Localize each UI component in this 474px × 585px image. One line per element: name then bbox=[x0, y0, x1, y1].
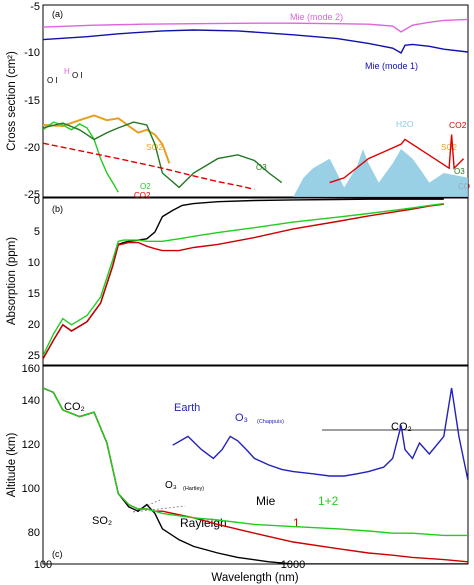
b-ytick-label: 5 bbox=[34, 226, 40, 238]
label-co2-bottom: CO2 bbox=[134, 191, 151, 200]
c-ytick-label: 120 bbox=[22, 439, 40, 451]
label-1: 1 bbox=[293, 516, 300, 530]
panel-c-frame bbox=[42, 365, 469, 565]
a-ytick-label: -20 bbox=[24, 142, 40, 154]
so2-pointer bbox=[132, 499, 161, 513]
series-line-earth bbox=[172, 387, 468, 481]
label-o2: O2 bbox=[140, 182, 151, 191]
b-ytick-label: 15 bbox=[28, 288, 40, 300]
series-line-rayleigh bbox=[43, 198, 444, 360]
label-o-i: O I bbox=[72, 71, 83, 80]
series-line-co2 bbox=[329, 134, 465, 184]
panel-a-frame bbox=[42, 4, 469, 198]
label-co2: CO₂ bbox=[64, 401, 85, 413]
a-ytick-label: -25 bbox=[24, 189, 40, 201]
xtick-label: 100 bbox=[34, 559, 52, 571]
label-o3-chappuis-sub: (Chappuis) bbox=[257, 419, 284, 425]
c-ytick-label: 80 bbox=[28, 527, 40, 539]
label-h: H bbox=[64, 67, 70, 76]
series-area-h2o bbox=[293, 149, 468, 197]
panel-b-frame bbox=[42, 197, 469, 366]
b-ytick-label: 10 bbox=[28, 257, 40, 269]
label-h2o: H2O bbox=[396, 119, 414, 129]
panel-b-ylabel: Absorption (ppm) bbox=[6, 237, 18, 325]
series-line-o3 bbox=[43, 121, 283, 189]
x-axis-title: Wavelength (nm) bbox=[211, 572, 298, 584]
series-line-mie-mode-1- bbox=[43, 29, 468, 54]
series-line-1-2 bbox=[43, 387, 468, 537]
label-mie-mode-2: Mie (mode 2) bbox=[290, 12, 343, 22]
panel-c-series bbox=[43, 387, 468, 564]
panel-a-ylabel: Cross section (cm²) bbox=[6, 51, 18, 151]
label-earth: Earth bbox=[174, 402, 200, 414]
series-line-1 bbox=[43, 203, 444, 360]
label-o3-right: O3 bbox=[454, 167, 465, 176]
so2-pointer bbox=[132, 505, 186, 513]
c-ytick-label: 100 bbox=[22, 483, 40, 495]
xtick-label: 1000 bbox=[281, 559, 305, 571]
a-ytick-label: -10 bbox=[24, 47, 40, 59]
c-ytick-label: 160 bbox=[22, 363, 40, 375]
panel-a-label: (a) bbox=[52, 9, 63, 19]
label-co2-right: CO2 bbox=[449, 120, 467, 130]
label-o3-hartley-sub: (Hartley) bbox=[183, 486, 204, 492]
c-ytick-label: 140 bbox=[22, 395, 40, 407]
b-ytick-label: 0 bbox=[34, 195, 40, 207]
series-line-rayleigh bbox=[43, 387, 468, 564]
panel-a-series bbox=[43, 18, 468, 197]
panel-c-ylabel: Altitude (km) bbox=[6, 433, 18, 498]
label-so2: SO2 bbox=[146, 142, 163, 152]
label-o3-hartley: O₃ bbox=[165, 480, 177, 491]
label-o-i-left: O I bbox=[47, 76, 58, 85]
series-line-rayleigh bbox=[43, 142, 255, 190]
label-mie-mode-1: Mie (mode 1) bbox=[365, 61, 418, 71]
series-line-mie-mode-2- bbox=[43, 18, 468, 33]
b-ytick-label: 20 bbox=[28, 319, 40, 331]
a-ytick-label: -5 bbox=[30, 1, 40, 13]
series-line-1-2 bbox=[43, 202, 444, 357]
panel-b-label: (b) bbox=[52, 204, 63, 214]
series-line-1 bbox=[43, 387, 468, 563]
panel-b-series bbox=[43, 198, 444, 360]
panel-c-label: (c) bbox=[52, 549, 63, 559]
label-1-plus-2: 1+2 bbox=[318, 494, 339, 508]
label-so2: SO₂ bbox=[92, 515, 112, 527]
label-so2-right: SO2 bbox=[441, 143, 458, 152]
a-ytick-label: -15 bbox=[24, 95, 40, 107]
b-ytick-label: 25 bbox=[28, 350, 40, 362]
label-mie: Mie bbox=[256, 494, 276, 508]
label-o3-chappuis: O₃ bbox=[235, 412, 248, 424]
series-line-so2 bbox=[43, 114, 171, 164]
